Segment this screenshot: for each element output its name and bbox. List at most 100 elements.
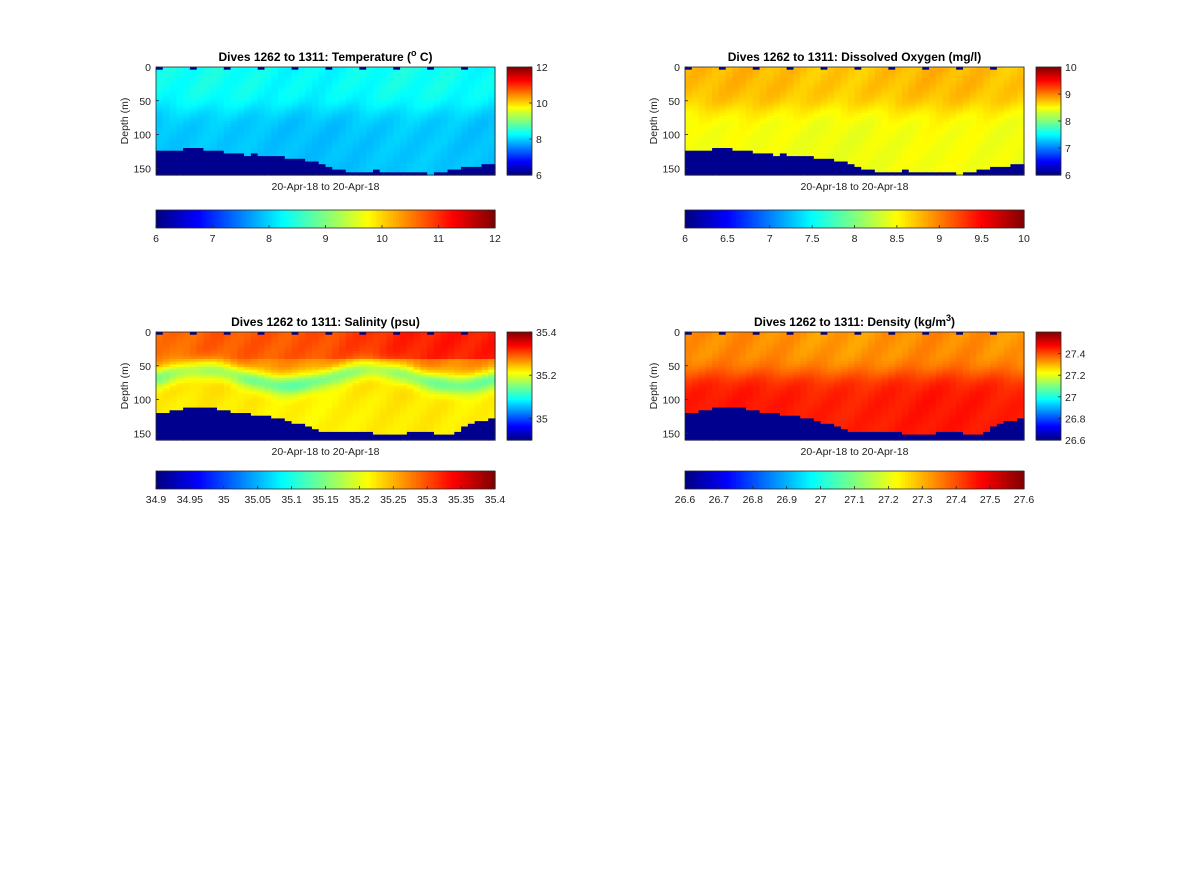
heatmap-cell	[230, 429, 238, 433]
heatmap-cell	[386, 134, 394, 138]
heatmap-cell	[1017, 150, 1025, 154]
heatmap-cell	[969, 75, 978, 79]
heatmap-cell	[861, 123, 869, 127]
heatmap-cell	[881, 96, 889, 100]
colorbar-step	[398, 210, 403, 228]
heatmap-cell	[440, 131, 449, 136]
colorbar-step	[1036, 77, 1061, 81]
heatmap-cell	[332, 150, 340, 154]
heatmap-cell	[176, 380, 184, 384]
heatmap-cells	[156, 67, 496, 176]
heatmap-cell	[996, 99, 1005, 103]
heatmap-cell	[386, 172, 394, 176]
heatmap-cell	[244, 375, 252, 379]
heatmap-cell	[332, 172, 340, 176]
heatmap-cell	[244, 172, 252, 176]
heatmap-cell	[169, 126, 177, 130]
heatmap-cell	[169, 429, 177, 433]
heatmap-cell	[461, 153, 469, 157]
heatmap-cell	[196, 394, 205, 398]
heatmap-cell	[793, 67, 801, 71]
heatmap-cell	[962, 80, 971, 84]
heatmap-cell	[861, 156, 869, 160]
heatmap-cell	[942, 134, 951, 138]
heatmap-cell	[752, 91, 761, 95]
heatmap-cell	[752, 121, 761, 125]
heatmap-cell	[230, 110, 238, 114]
heatmap-cell	[732, 142, 740, 146]
heatmap-cell	[447, 156, 455, 160]
colorbar-step	[507, 83, 532, 86]
heatmap-cell	[1017, 102, 1025, 106]
heatmap-cell	[929, 112, 937, 117]
heatmap-cell	[196, 383, 205, 387]
heatmap-cell	[901, 137, 910, 141]
heatmap-cell	[345, 145, 354, 149]
heatmap-cell	[793, 148, 801, 152]
heatmap-cell	[339, 150, 347, 154]
heatmap-cell	[264, 142, 272, 146]
heatmap-cell	[183, 121, 191, 125]
heatmap-cell	[237, 80, 245, 84]
heatmap-cell	[969, 158, 978, 163]
heatmap-cell	[176, 118, 184, 122]
heatmap-cell	[189, 83, 198, 87]
heatmap-cell	[217, 156, 225, 160]
heatmap-cell	[908, 91, 917, 95]
heatmap-cell	[271, 80, 279, 84]
colorbar-step	[396, 210, 400, 228]
heatmap-cell	[874, 134, 883, 138]
heatmap-cell	[834, 161, 842, 165]
heatmap-cell	[176, 94, 184, 98]
colorbar-step	[848, 210, 853, 228]
heatmap-cell	[223, 399, 232, 403]
heatmap-cell	[705, 115, 713, 119]
heatmap-cell	[250, 150, 259, 154]
heatmap-cell	[210, 75, 218, 79]
heatmap-cell	[223, 386, 232, 390]
heatmap-cell	[881, 153, 889, 157]
heatmap-cell	[800, 115, 808, 119]
heatmap-cell	[250, 104, 259, 109]
heatmap-cell	[718, 166, 727, 171]
colorbar-step	[314, 210, 318, 228]
heatmap-cell	[386, 110, 394, 114]
heatmap-cell	[766, 139, 774, 144]
heatmap-cell	[203, 75, 211, 79]
heatmap-cell	[379, 156, 388, 160]
heatmap-cell	[813, 72, 822, 76]
heatmap-cell	[868, 139, 876, 144]
heatmap-cell	[230, 169, 238, 173]
heatmap-cell	[345, 104, 354, 109]
heatmap-cell	[183, 156, 191, 160]
heatmap-cell	[840, 99, 849, 103]
colorbar-step	[693, 210, 697, 228]
heatmap-cell	[698, 123, 706, 127]
heatmap-cell	[257, 77, 266, 82]
heatmap-cell	[949, 69, 957, 73]
heatmap-cell	[1017, 77, 1025, 82]
heatmap-cell	[874, 153, 883, 157]
heatmap-cell	[237, 164, 245, 168]
heatmap-cell	[433, 77, 442, 82]
heatmap-cell	[861, 172, 869, 176]
heatmap-cell	[759, 129, 767, 133]
heatmap-cell	[800, 131, 808, 136]
heatmap-cell	[969, 156, 978, 160]
heatmap-cell	[800, 166, 808, 171]
heatmap-cell	[440, 115, 449, 119]
colorbar-step	[1036, 157, 1061, 160]
heatmap-cell	[217, 94, 225, 98]
heatmap-cell	[264, 77, 272, 82]
heatmap-cell	[406, 153, 415, 157]
colorbar-step	[826, 210, 830, 228]
heatmap-cell	[454, 126, 462, 130]
heatmap-cell	[176, 375, 184, 379]
heatmap-cell	[929, 164, 937, 168]
colorbar-step	[696, 210, 700, 228]
heatmap-cell	[305, 107, 313, 111]
heatmap-cell	[278, 139, 286, 144]
heatmap-cell	[698, 142, 706, 146]
heatmap-cell	[440, 80, 449, 84]
